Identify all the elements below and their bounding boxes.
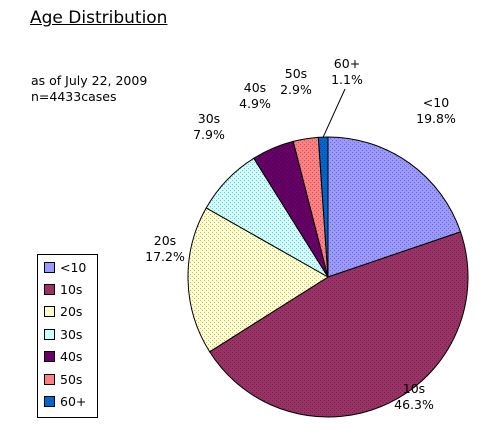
- slice-label-3: 30s: [198, 111, 220, 126]
- legend-label-4: 40s: [60, 349, 83, 365]
- legend-swatch-4: [44, 351, 55, 363]
- legend-label-6: 60+: [60, 393, 87, 409]
- legend-swatch-2: [44, 306, 55, 318]
- pie-slice-texture-0: [328, 137, 461, 277]
- legend-item-6: 60+: [44, 393, 86, 409]
- leader-line-60plus: [322, 88, 346, 138]
- slice-label-0: <10: [423, 95, 449, 110]
- slice-percent-1: 46.3%: [394, 397, 434, 412]
- slice-label-1: 10s: [403, 381, 425, 396]
- legend-swatch-3: [44, 328, 55, 340]
- slice-percent-2: 17.2%: [145, 249, 185, 264]
- legend-label-2: 20s: [60, 304, 83, 320]
- slice-label-6: 60+: [334, 56, 360, 71]
- slice-percent-4: 4.9%: [239, 96, 271, 111]
- note-date: as of July 22, 2009: [31, 73, 148, 88]
- legend-label-1: 10s: [60, 281, 83, 297]
- legend-item-0: <10: [44, 259, 86, 275]
- legend-swatch-5: [44, 373, 55, 385]
- slice-label-4: 40s: [244, 80, 266, 95]
- slice-percent-5: 2.9%: [280, 82, 312, 97]
- slice-percent-3: 7.9%: [193, 127, 225, 142]
- legend-swatch-1: [44, 283, 55, 295]
- slice-label-5: 50s: [285, 66, 307, 81]
- pie-slice-texture-4: [253, 141, 328, 277]
- pie-slice-texture-5: [293, 137, 328, 277]
- chart-title: Age Distribution: [30, 8, 168, 28]
- note-count: n=4433cases: [31, 89, 117, 104]
- legend-item-1: 10s: [44, 281, 82, 297]
- pie-slice-texture-1: [209, 231, 469, 418]
- legend-swatch-6: [44, 395, 55, 407]
- legend-item-3: 30s: [44, 326, 82, 342]
- slice-percent-6: 1.1%: [331, 72, 363, 87]
- slice-label-2: 20s: [154, 233, 176, 248]
- legend-swatch-0: [44, 261, 55, 273]
- pie-slice-texture-3: [206, 158, 328, 277]
- legend-item-5: 50s: [44, 371, 82, 387]
- pie-slice-texture-2: [188, 207, 328, 352]
- legend-item-4: 40s: [44, 349, 82, 365]
- legend: <10 10s 20s 30s 40s 50s 60+: [37, 254, 98, 418]
- legend-label-3: 30s: [60, 326, 83, 342]
- legend-label-5: 50s: [60, 371, 83, 387]
- legend-label-0: <10: [60, 259, 87, 275]
- slice-percent-0: 19.8%: [416, 111, 456, 126]
- pie-slice-texture-6: [318, 136, 328, 277]
- legend-item-2: 20s: [44, 304, 82, 320]
